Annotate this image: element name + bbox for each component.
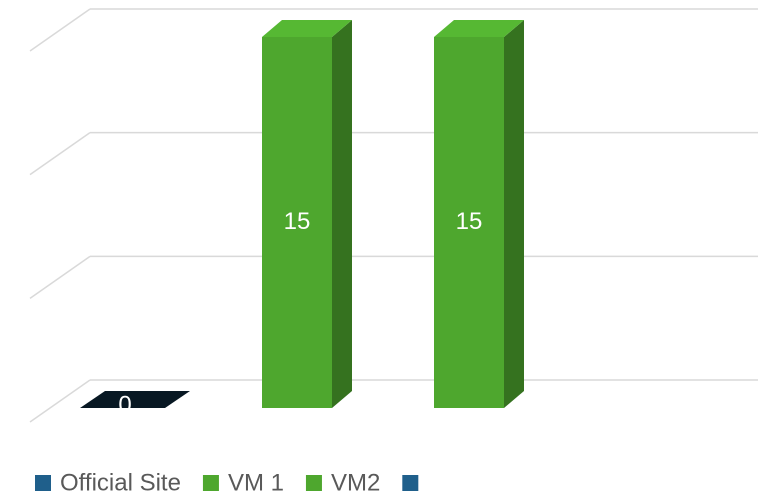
- legend-marker: [305, 475, 322, 491]
- bar: [262, 37, 332, 408]
- legend-label: VM2: [331, 469, 380, 496]
- bar: [434, 37, 504, 408]
- legend-label: Official Site: [60, 469, 181, 496]
- legend-label: VM 1: [228, 469, 284, 496]
- data-label: 15: [284, 208, 311, 235]
- bar-top: [262, 20, 352, 37]
- data-label: 0: [118, 391, 131, 418]
- legend-marker: [202, 475, 219, 491]
- legend-marker: [402, 475, 419, 491]
- bar-top: [434, 20, 524, 37]
- bar-top: [80, 391, 190, 408]
- bar-side: [332, 20, 352, 408]
- legend-marker: [35, 475, 51, 491]
- bar-side: [504, 20, 524, 408]
- grid-line: [29, 379, 91, 423]
- data-label: 15: [456, 208, 483, 235]
- grid-line: [29, 255, 91, 299]
- grid-line: [29, 8, 91, 52]
- grid-line: [29, 132, 91, 176]
